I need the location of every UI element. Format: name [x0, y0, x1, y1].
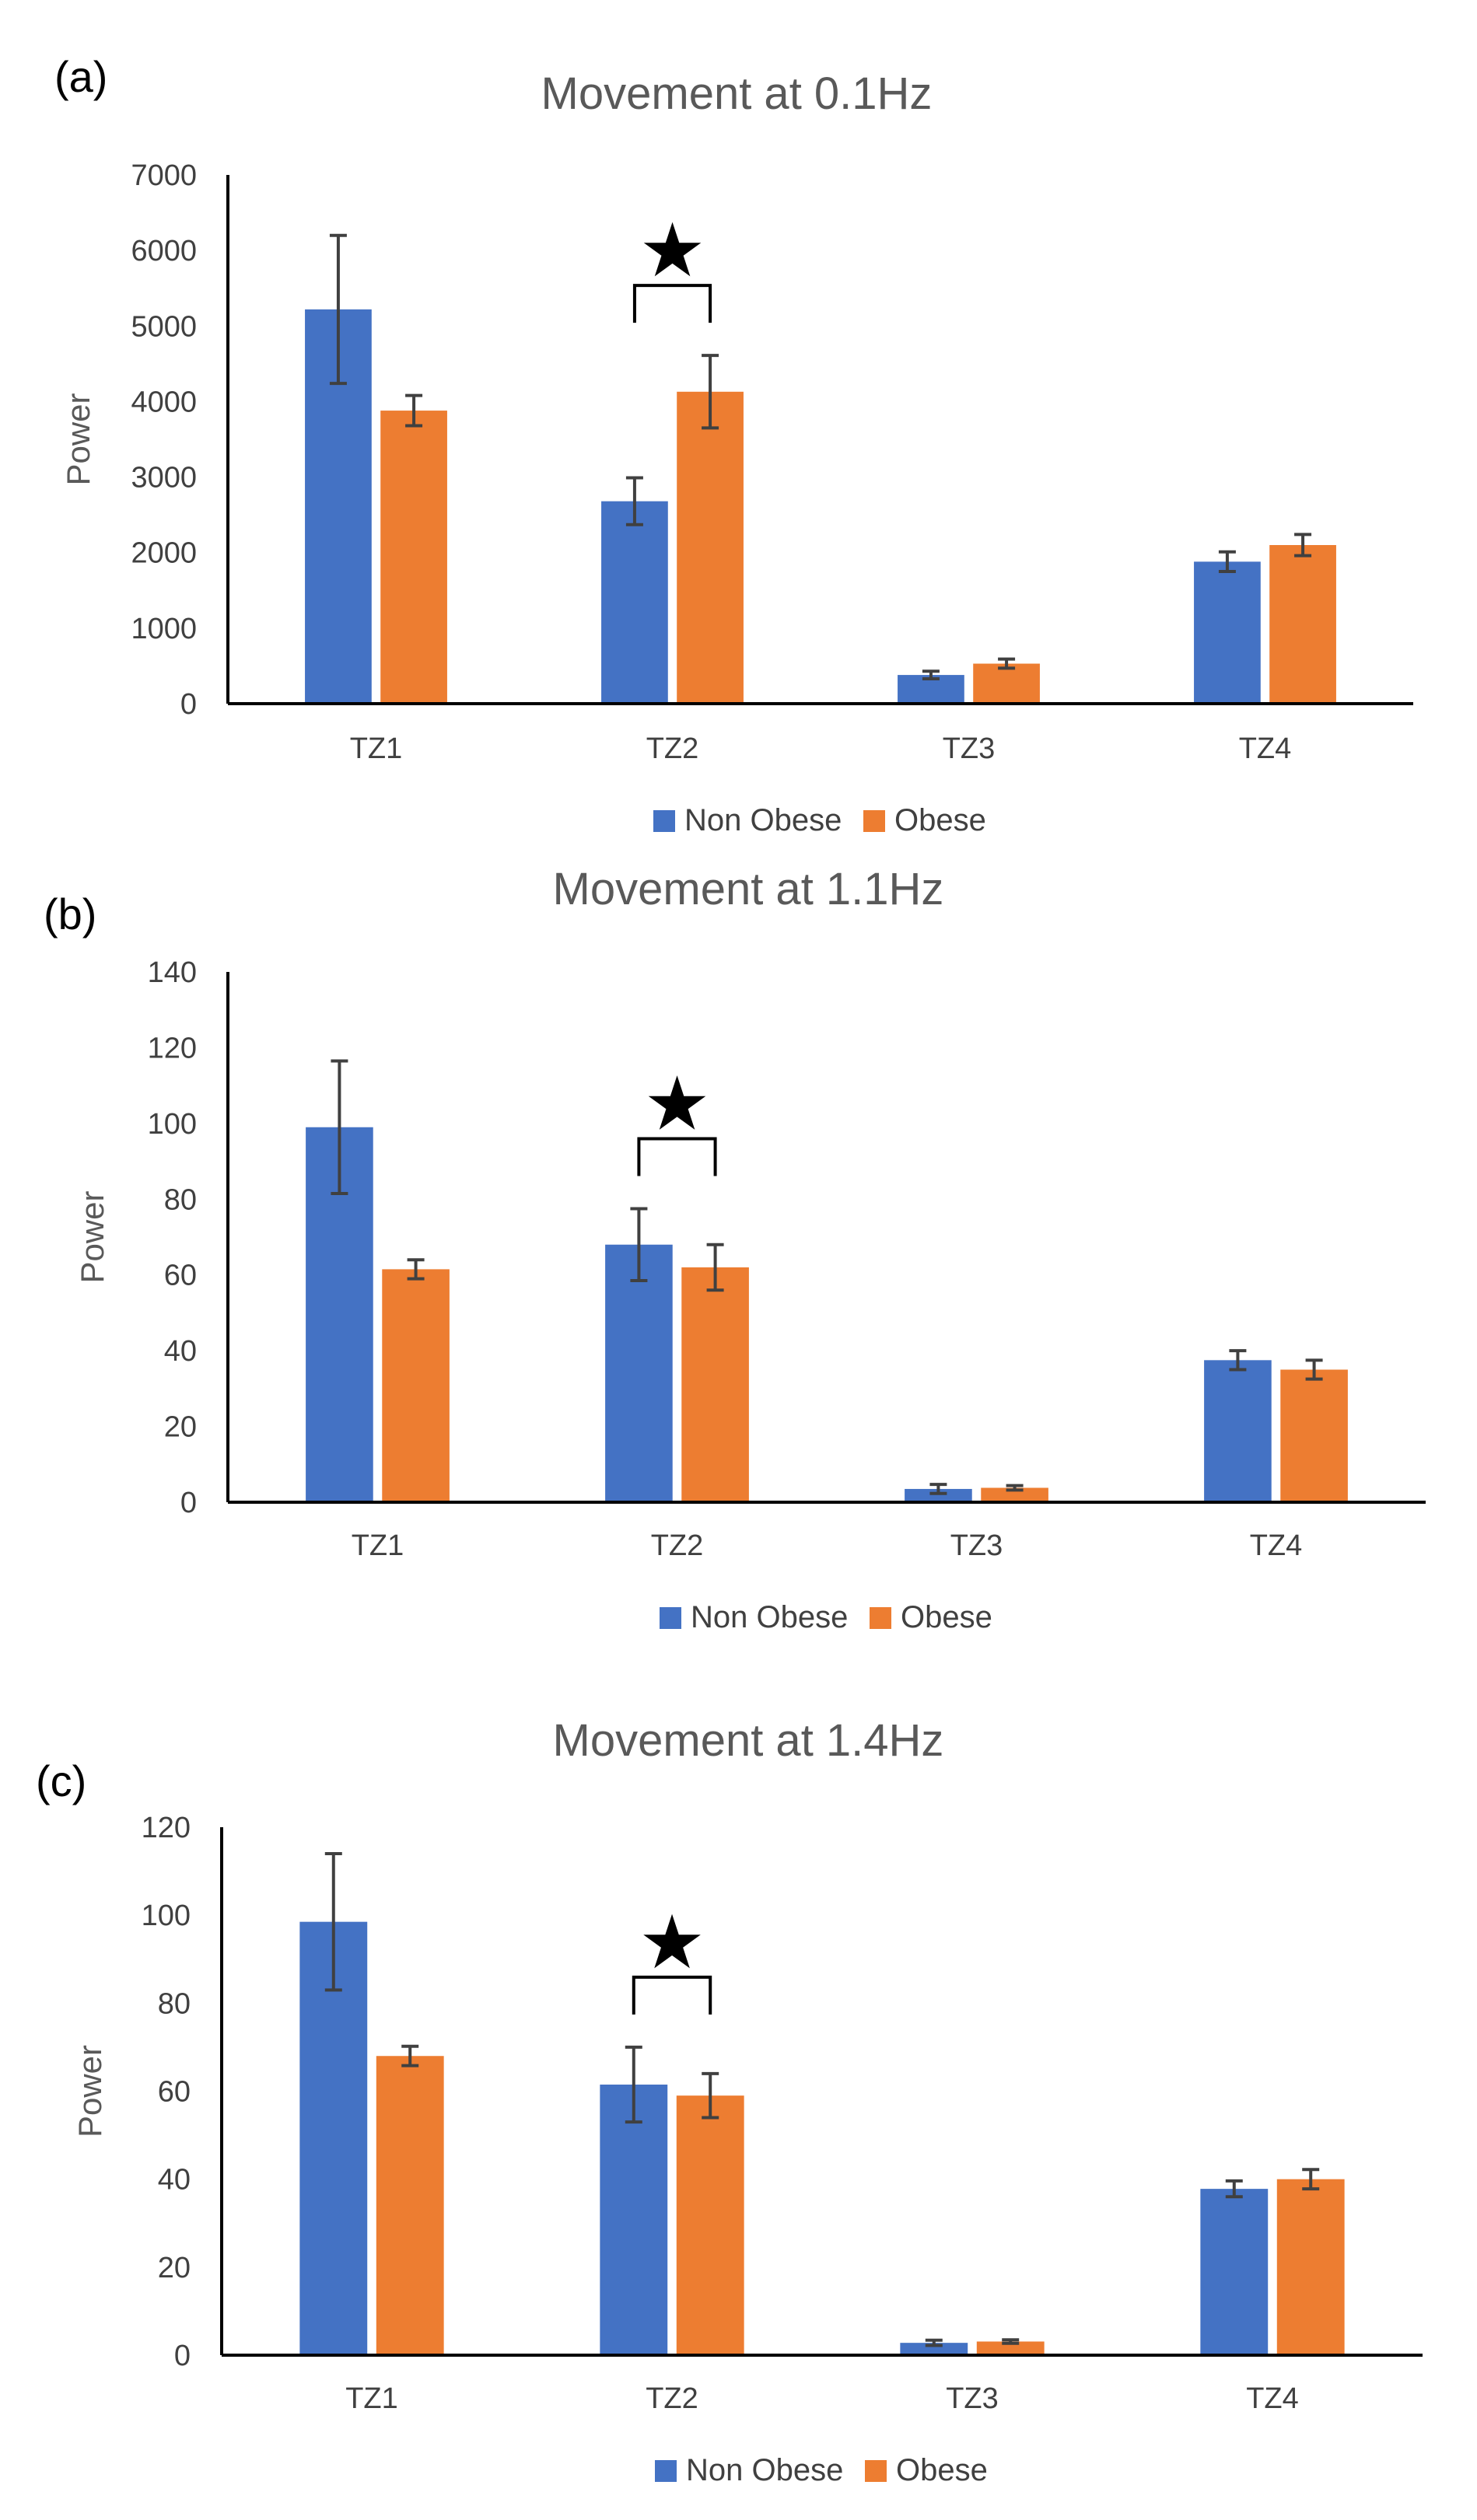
significance-star-icon: ★ — [643, 1060, 710, 1147]
x-tick-label: TZ4 — [1246, 2382, 1299, 2415]
y-tick-label: 1000 — [131, 613, 197, 645]
bar-tz1-obese — [376, 2056, 444, 2355]
y-tick-label: 0 — [180, 688, 197, 721]
y-tick-label: 40 — [164, 1335, 197, 1368]
y-tick-label: 140 — [148, 956, 197, 989]
bar-tz4-obese — [1269, 545, 1336, 704]
bar-tz4-obese — [1276, 2179, 1345, 2355]
bar-tz1-non-obese — [299, 1921, 368, 2355]
y-tick-label: 0 — [180, 1487, 197, 1519]
y-tick-label: 60 — [164, 1260, 197, 1292]
legend: Non Obese Obese — [655, 2453, 988, 2487]
bar-tz3-non-obese — [905, 1488, 972, 1502]
bar-tz4-non-obese — [1200, 2189, 1269, 2355]
bar-tz4-non-obese — [1204, 1360, 1272, 1502]
y-tick-label: 6000 — [131, 235, 197, 267]
legend-label: Non Obese — [686, 2453, 843, 2487]
panel-label: (a) — [54, 52, 107, 101]
bar-tz4-non-obese — [1194, 561, 1261, 704]
bar-tz2-obese — [676, 2095, 744, 2355]
legend-swatch-obese — [870, 1607, 891, 1629]
x-tick-label: TZ3 — [946, 2382, 999, 2415]
legend-swatch-non-obese — [655, 2460, 677, 2482]
y-tick-label: 7000 — [131, 159, 197, 192]
legend-swatch-non-obese — [653, 810, 675, 832]
bar-tz2-obese — [681, 1267, 749, 1502]
y-tick-label: 3000 — [131, 462, 197, 495]
y-tick-label: 40 — [158, 2164, 191, 2197]
x-tick-label: TZ1 — [350, 732, 403, 765]
bar-tz2-non-obese — [601, 501, 668, 704]
y-axis-title: Power — [72, 2045, 108, 2137]
legend: Non Obese Obese — [660, 1600, 992, 1634]
chart-title: Movement at 1.1Hz — [553, 864, 944, 914]
y-tick-label: 4000 — [131, 386, 197, 418]
legend: Non Obese Obese — [653, 803, 986, 837]
x-tick-label: TZ4 — [1250, 1529, 1303, 1562]
y-tick-label: 20 — [158, 2252, 191, 2284]
significance-bracket — [637, 1137, 717, 1176]
y-tick-label: 120 — [142, 1812, 191, 1844]
y-tick-label: 0 — [174, 2340, 191, 2372]
y-tick-label: 120 — [148, 1032, 197, 1064]
x-tick-label: TZ1 — [345, 2382, 398, 2415]
y-tick-label: 2000 — [131, 537, 197, 570]
significance-bracket — [632, 284, 712, 323]
y-tick-label: 80 — [158, 1987, 191, 2020]
x-tick-label: TZ3 — [950, 1529, 1003, 1562]
legend-label: Non Obese — [691, 1600, 848, 1634]
x-tick-label: TZ2 — [651, 1529, 704, 1562]
bar-tz1-obese — [380, 411, 447, 704]
bar-tz4-obese — [1280, 1369, 1348, 1502]
bar-tz3-obese — [981, 1487, 1048, 1502]
y-axis-title: Power — [74, 1190, 110, 1283]
x-tick-label: TZ4 — [1239, 732, 1292, 765]
y-tick-label: 60 — [158, 2076, 191, 2109]
chart-title: Movement at 1.4Hz — [553, 1715, 944, 1766]
significance-bracket — [632, 1975, 712, 2015]
legend-label: Obese — [901, 1600, 992, 1634]
significance-star-icon: ★ — [639, 1899, 705, 1986]
panel-label: (c) — [36, 1756, 86, 1805]
y-tick-label: 100 — [148, 1108, 197, 1141]
x-tick-label: TZ3 — [943, 732, 996, 765]
y-tick-label: 20 — [164, 1411, 197, 1444]
y-axis-title: Power — [60, 393, 96, 485]
bar-tz2-non-obese — [600, 2085, 668, 2355]
chart-title: Movement at 0.1Hz — [541, 68, 933, 119]
significance-star-icon: ★ — [639, 207, 705, 294]
legend-swatch-obese — [863, 810, 885, 832]
bar-tz3-obese — [973, 663, 1040, 704]
bar-tz3-non-obese — [900, 2343, 968, 2355]
bar-tz3-obese — [976, 2341, 1045, 2355]
y-tick-label: 100 — [142, 1900, 191, 1932]
legend-label: Obese — [896, 2453, 988, 2487]
chart-panel-2: (b) Movement at 1.1Hz 0 20 40 60 80 100 120 140 Po… — [44, 864, 1426, 1634]
x-tick-label: TZ1 — [352, 1529, 404, 1562]
bar-tz2-non-obese — [605, 1244, 673, 1502]
x-tick-label: TZ2 — [646, 732, 699, 765]
panel-label: (b) — [44, 890, 96, 938]
legend-swatch-obese — [865, 2460, 887, 2482]
y-tick-label: 80 — [164, 1183, 197, 1216]
bar-tz1-obese — [382, 1269, 450, 1502]
chart-panel-3: (c) Movement at 1.4Hz 0 20 40 60 80 100 120 Power… — [36, 1715, 1423, 2487]
x-tick-label: TZ2 — [646, 2382, 698, 2415]
legend-label: Non Obese — [684, 803, 842, 837]
y-tick-label: 5000 — [131, 310, 197, 343]
legend-label: Obese — [894, 803, 986, 837]
bar-tz2-obese — [677, 391, 744, 704]
chart-panel-1: (a) Movement at 0.1Hz 0 1000 2000 3000 4000 500… — [54, 52, 1413, 837]
legend-swatch-non-obese — [660, 1607, 681, 1629]
